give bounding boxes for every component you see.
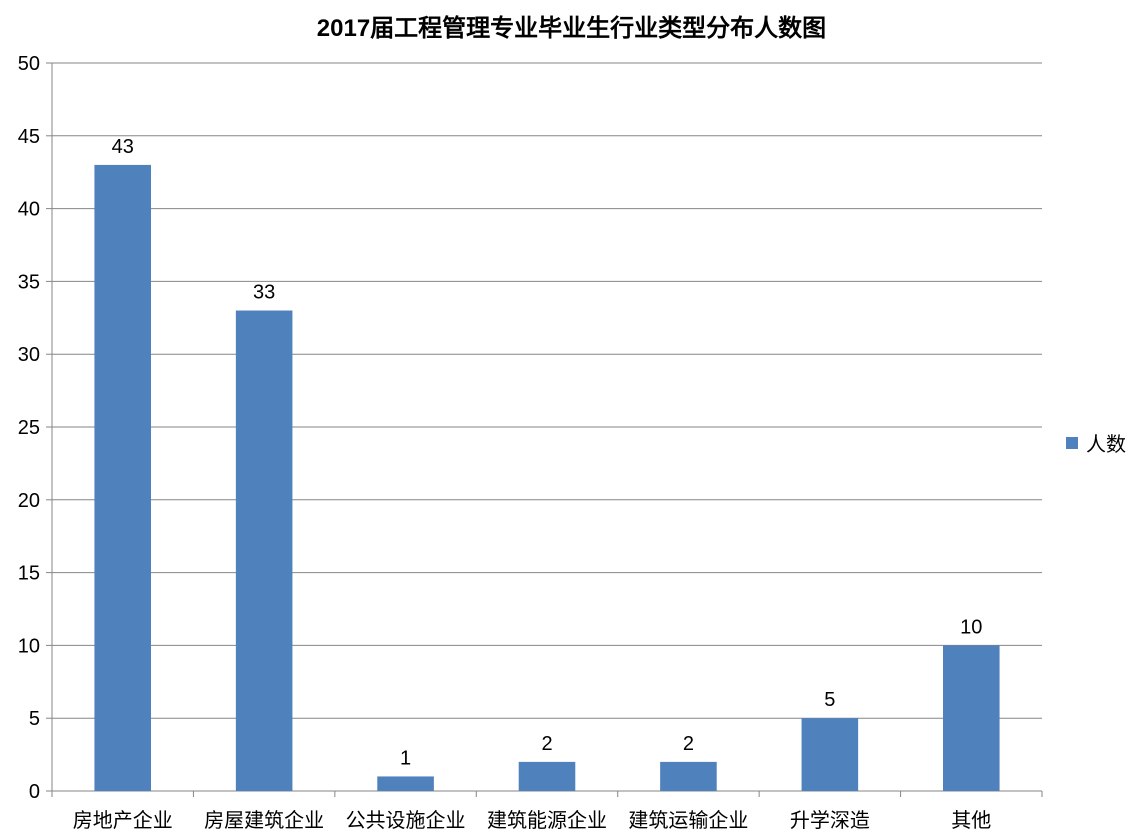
bar — [235, 310, 293, 791]
y-tick-label: 35 — [18, 271, 40, 293]
legend: 人数 — [1066, 428, 1126, 457]
data-label: 2 — [683, 733, 694, 755]
data-labels: 43 33 1 2 2 5 10 — [112, 136, 983, 770]
data-label: 43 — [112, 136, 134, 158]
y-tick-label: 5 — [29, 708, 40, 730]
x-tick-label: 房屋建筑企业 — [204, 809, 324, 832]
data-label: 33 — [253, 282, 275, 304]
bar — [518, 761, 576, 791]
y-tick-label: 30 — [18, 344, 40, 366]
y-tick-label: 20 — [18, 490, 40, 512]
data-label: 5 — [824, 689, 835, 711]
bar — [94, 164, 151, 792]
y-tick-label: 40 — [18, 199, 40, 221]
x-tick-label: 升学深造 — [790, 809, 870, 832]
data-label: 1 — [400, 747, 411, 769]
x-tick-label: 建筑运输企业 — [628, 809, 748, 832]
bar — [943, 645, 1000, 791]
legend-swatch — [1066, 436, 1078, 449]
y-tick-label: 25 — [18, 417, 40, 439]
bar — [801, 718, 859, 791]
chart-title: 2017届工程管理专业毕业生行业类型分布人数图 — [316, 15, 827, 42]
x-tick-label: 其他 — [951, 809, 991, 832]
gridlines — [52, 62, 1042, 719]
y-tick-label: 45 — [18, 126, 40, 148]
data-label: 10 — [960, 616, 982, 638]
data-label: 2 — [541, 733, 552, 755]
bars — [94, 164, 1000, 792]
y-tick-label: 50 — [18, 53, 40, 75]
y-tick-label: 0 — [29, 781, 40, 803]
bar — [660, 761, 717, 791]
bar — [377, 776, 434, 791]
x-tick-label: 房地产企业 — [73, 809, 173, 832]
y-tick-label: 10 — [18, 635, 40, 657]
x-tick-label: 公共设施企业 — [346, 809, 466, 832]
y-tick-label: 15 — [18, 563, 40, 585]
x-tick-label: 建筑能源企业 — [487, 809, 607, 832]
legend-label: 人数 — [1086, 434, 1126, 456]
